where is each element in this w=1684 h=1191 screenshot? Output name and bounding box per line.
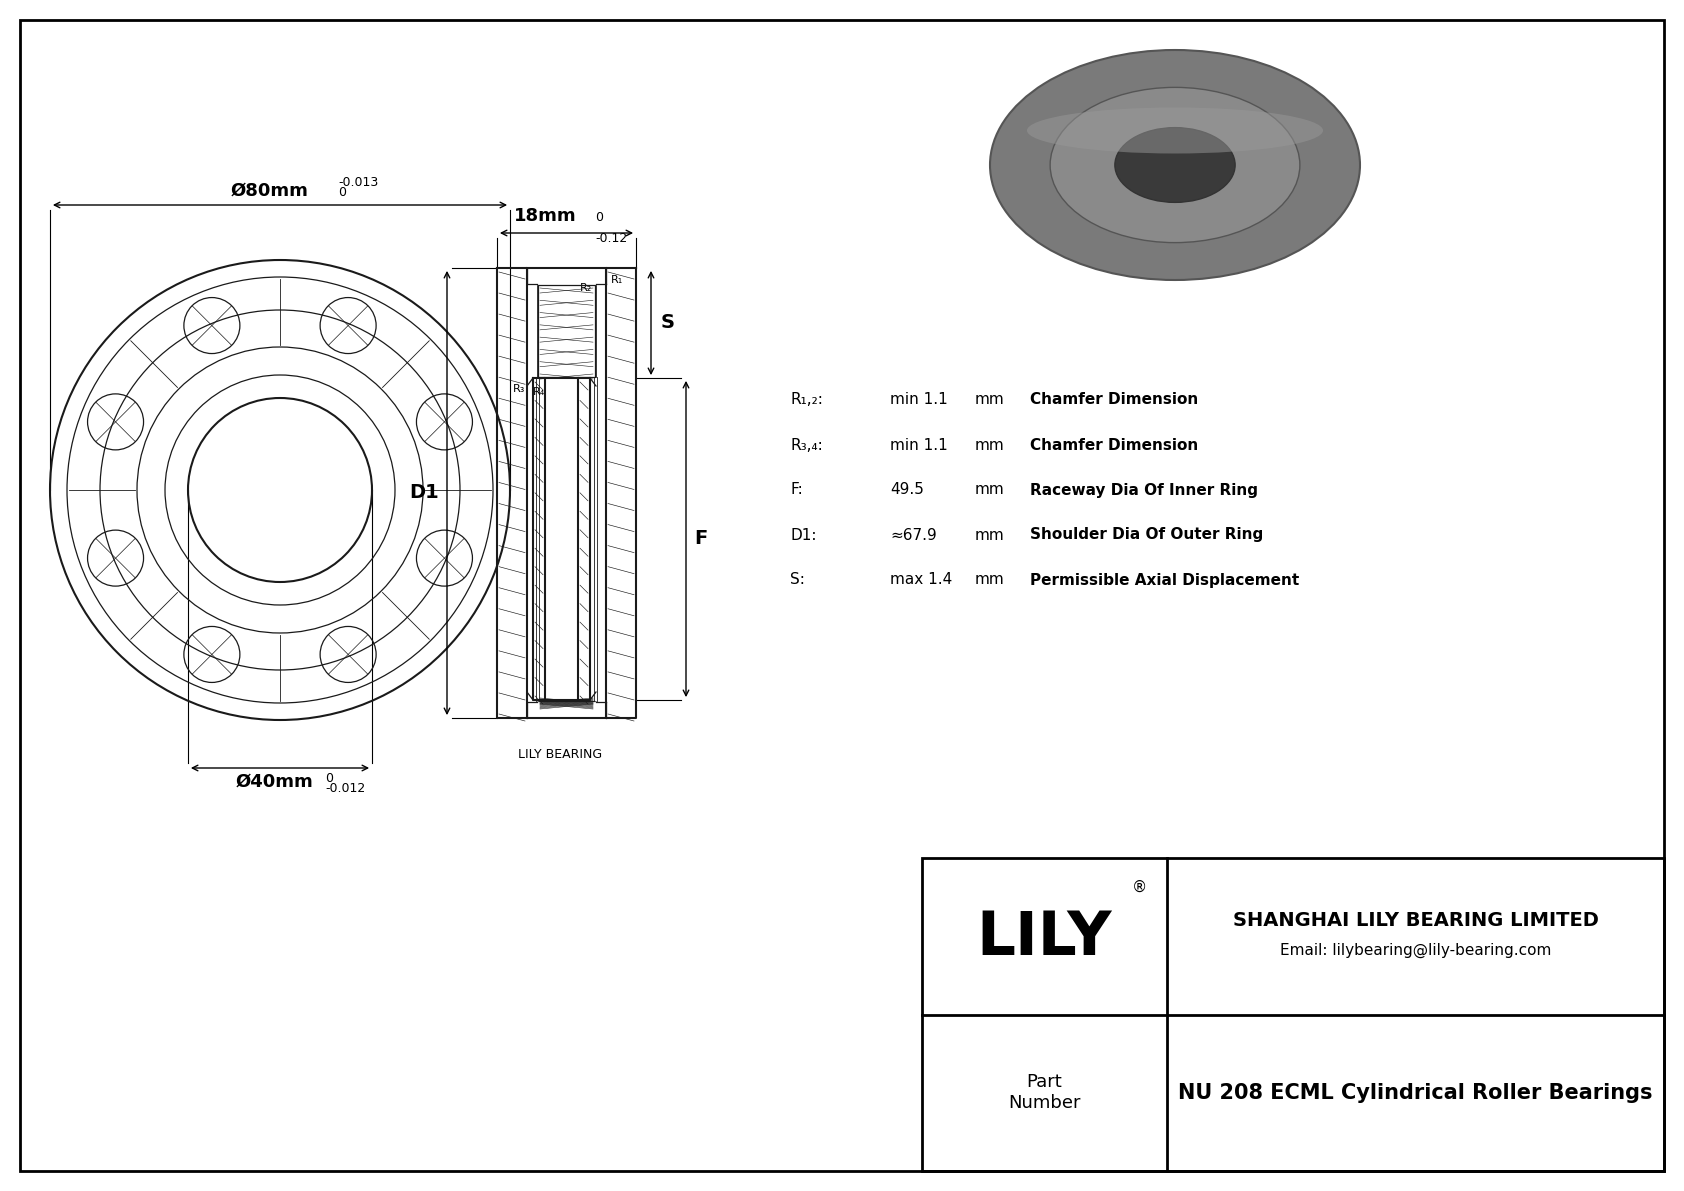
Text: ®: ® (1132, 880, 1147, 894)
Text: F: F (694, 530, 707, 549)
Ellipse shape (1027, 107, 1324, 154)
Ellipse shape (990, 50, 1361, 280)
Text: S: S (662, 313, 675, 332)
Text: 49.5: 49.5 (891, 482, 925, 498)
Text: Ø40mm: Ø40mm (236, 773, 313, 791)
Text: S:: S: (790, 573, 805, 587)
Text: D1: D1 (409, 484, 440, 503)
Text: R₁: R₁ (611, 275, 623, 285)
Ellipse shape (1115, 127, 1234, 202)
Ellipse shape (1051, 87, 1300, 243)
Text: NU 208 ECML Cylindrical Roller Bearings: NU 208 ECML Cylindrical Roller Bearings (1179, 1083, 1652, 1103)
Text: R₄: R₄ (534, 387, 546, 397)
Bar (923, 858, 1664, 1171)
Text: 0: 0 (325, 772, 333, 785)
Text: mm: mm (975, 573, 1005, 587)
Text: -0.012: -0.012 (325, 782, 365, 796)
Text: Email: lilybearing@lily-bearing.com: Email: lilybearing@lily-bearing.com (1280, 942, 1551, 958)
Text: Permissible Axial Displacement: Permissible Axial Displacement (1031, 573, 1300, 587)
Text: -0.013: -0.013 (338, 176, 379, 189)
Text: mm: mm (975, 482, 1005, 498)
Text: LILY: LILY (977, 909, 1111, 968)
Text: R₃,₄:: R₃,₄: (790, 437, 823, 453)
Text: R₃: R₃ (512, 384, 525, 394)
Text: min 1.1: min 1.1 (891, 437, 948, 453)
Text: mm: mm (975, 437, 1005, 453)
Text: ≈67.9: ≈67.9 (891, 528, 936, 542)
Text: mm: mm (975, 393, 1005, 407)
Text: 0: 0 (594, 211, 603, 224)
Text: R₂: R₂ (579, 283, 593, 293)
Text: 18mm: 18mm (514, 207, 576, 225)
Text: Chamfer Dimension: Chamfer Dimension (1031, 393, 1199, 407)
Text: Ø80mm: Ø80mm (231, 182, 308, 200)
Text: 0: 0 (338, 186, 345, 199)
Text: Chamfer Dimension: Chamfer Dimension (1031, 437, 1199, 453)
Text: max 1.4: max 1.4 (891, 573, 951, 587)
Text: min 1.1: min 1.1 (891, 393, 948, 407)
Bar (537, 285, 594, 378)
Text: R₁,₂:: R₁,₂: (790, 393, 823, 407)
Text: SHANGHAI LILY BEARING LIMITED: SHANGHAI LILY BEARING LIMITED (1233, 911, 1598, 930)
Text: mm: mm (975, 528, 1005, 542)
Text: -0.12: -0.12 (594, 232, 626, 245)
Text: Part
Number: Part Number (1009, 1073, 1081, 1112)
Text: D1:: D1: (790, 528, 817, 542)
Text: LILY BEARING: LILY BEARING (519, 748, 603, 761)
Text: Raceway Dia Of Inner Ring: Raceway Dia Of Inner Ring (1031, 482, 1258, 498)
Text: F:: F: (790, 482, 803, 498)
Text: Shoulder Dia Of Outer Ring: Shoulder Dia Of Outer Ring (1031, 528, 1263, 542)
